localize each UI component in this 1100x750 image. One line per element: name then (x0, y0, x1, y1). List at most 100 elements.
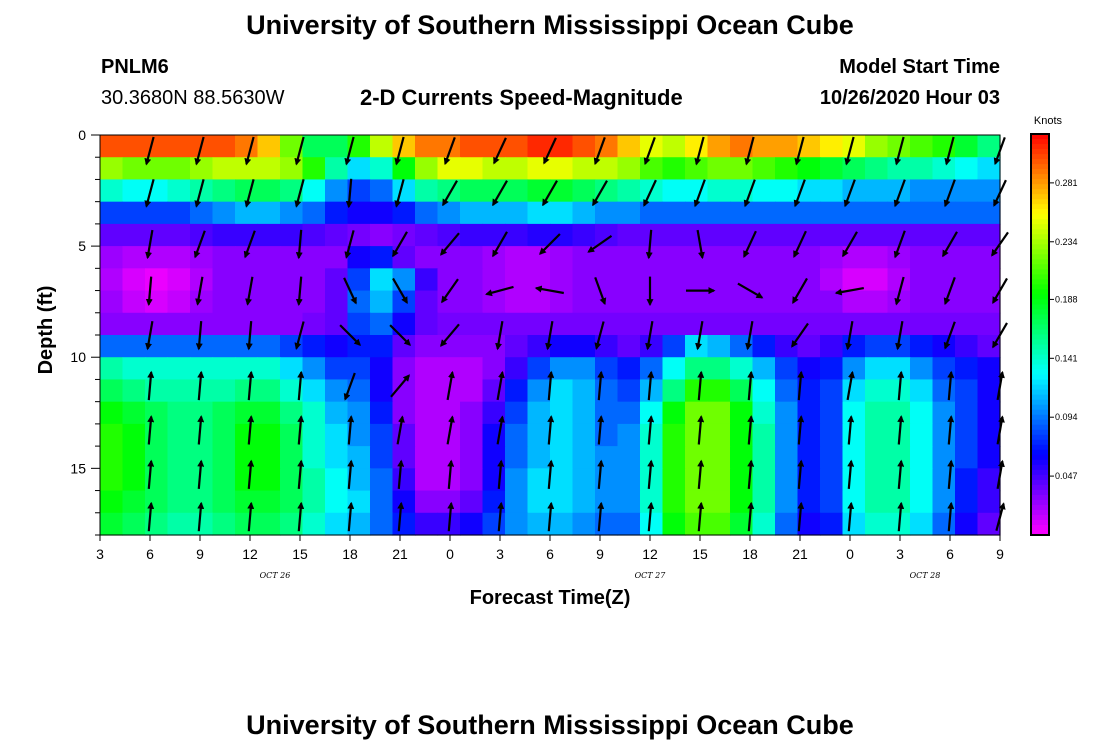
heatmap-cell (955, 312, 979, 336)
heatmap-cell (820, 268, 844, 292)
heatmap-cell (572, 379, 596, 403)
current-arrow (197, 501, 205, 532)
colorbar-tick-label: 0.094 (1055, 412, 1078, 422)
heatmap-cell (122, 201, 146, 225)
heatmap-cell (167, 379, 191, 403)
heatmap-cell (325, 335, 349, 358)
current-arrow (847, 501, 855, 532)
heatmap-cell (415, 312, 439, 336)
y-tick-label: 5 (78, 238, 86, 254)
heatmap-cell (550, 268, 574, 292)
heatmap-cell (370, 468, 394, 492)
heatmap-cell (797, 157, 821, 181)
current-arrow (497, 459, 505, 489)
heatmap-cell (707, 468, 731, 492)
heatmap-cell (280, 312, 304, 336)
current-arrow (194, 136, 205, 166)
heatmap-cell (842, 446, 866, 469)
heatmap-cell (415, 290, 439, 314)
x-tick-label: 3 (896, 546, 904, 562)
colorbar-band (1031, 494, 1049, 501)
colorbar-band (1031, 329, 1049, 336)
heatmap-cell (505, 379, 529, 403)
heatmap-cell (280, 423, 304, 447)
heatmap-cell (685, 335, 709, 358)
heatmap-cell (820, 312, 844, 336)
heatmap-cell (707, 246, 731, 269)
heatmap-cell (122, 512, 146, 536)
current-arrow (147, 501, 155, 532)
heatmap-cell (257, 268, 281, 292)
heatmap-cell (167, 446, 191, 469)
current-arrow (844, 136, 855, 166)
heatmap-cell (415, 246, 439, 269)
heatmap-cell (167, 157, 191, 181)
heatmap-cell (325, 423, 349, 447)
heatmap-cell (190, 223, 214, 247)
heatmap-cell (662, 223, 686, 247)
heatmap-cell (437, 357, 461, 381)
heatmap-cell (392, 401, 416, 425)
heatmap-cell (235, 357, 259, 381)
heatmap-cell (460, 468, 484, 492)
current-arrow (496, 415, 505, 445)
heatmap-cell (392, 157, 416, 181)
current-arrow (295, 276, 303, 306)
current-arrow (942, 231, 958, 258)
heatmap-cell (685, 223, 709, 247)
heatmap-cell (955, 179, 979, 203)
heatmap-cell (505, 312, 529, 336)
heatmap-cell (595, 246, 619, 269)
heatmap-cell (167, 335, 191, 358)
heatmap-cell (212, 157, 236, 181)
heatmap-cell (797, 379, 821, 403)
heatmap-cell (797, 423, 821, 447)
heatmap-cell (865, 335, 889, 358)
heatmap-cell (167, 423, 191, 447)
heatmap-cell (550, 201, 574, 225)
current-arrow (297, 370, 305, 401)
colorbar-band (1031, 194, 1049, 200)
heatmap-cell (887, 223, 911, 247)
heatmap-cell (865, 490, 889, 514)
heatmap-cell (977, 401, 1001, 425)
current-arrow (390, 374, 410, 398)
heatmap-cell (392, 179, 416, 203)
heatmap-cell (932, 490, 956, 514)
heatmap-cell (662, 446, 686, 469)
current-arrow (345, 178, 353, 209)
heatmap-cell (122, 268, 146, 292)
current-arrow (397, 501, 405, 532)
heatmap-cell (707, 268, 731, 292)
heatmap-cell (190, 512, 214, 536)
heatmap-cell (775, 312, 799, 336)
heatmap-cell (257, 335, 281, 358)
heatmap-cell (415, 157, 439, 181)
current-arrow (797, 370, 805, 401)
heatmap-cell (212, 401, 236, 425)
heatmap-cell (505, 268, 529, 292)
current-arrow (294, 321, 305, 350)
colorbar-band (1031, 379, 1049, 386)
heatmap-cell (955, 490, 979, 514)
heatmap-cell (910, 512, 934, 536)
heatmap-cell (100, 490, 124, 514)
current-arrow (897, 459, 905, 489)
heatmap-cell (100, 379, 124, 403)
heatmap-cell (640, 401, 664, 425)
heatmap-cell (302, 490, 326, 514)
heatmap-cell (302, 290, 326, 314)
heatmap-cell (257, 135, 281, 158)
colorbar-band (1031, 164, 1049, 170)
current-arrow (294, 179, 305, 208)
heatmap-cell (437, 201, 461, 225)
heatmap-cell (325, 312, 349, 336)
heatmap-cell (235, 290, 259, 314)
heatmap-cell (527, 135, 551, 158)
current-arrow (695, 321, 704, 351)
heatmap-cell (932, 446, 956, 469)
heatmap-cell (145, 135, 169, 158)
heatmap-cell (505, 135, 529, 158)
heatmap-cell (865, 290, 889, 314)
colorbar-band (1031, 214, 1049, 220)
